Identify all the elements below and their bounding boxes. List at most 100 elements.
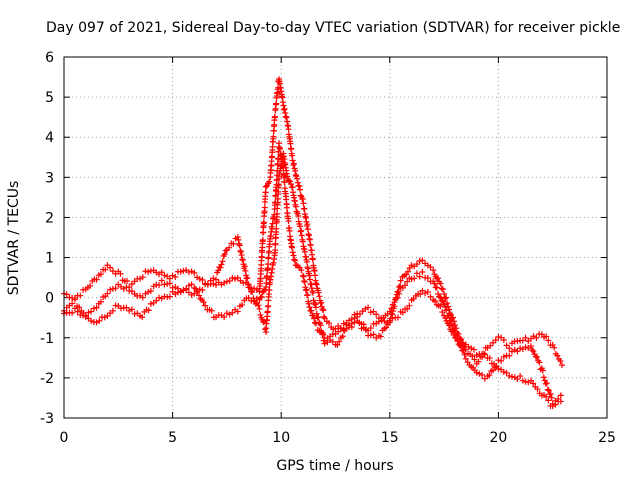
x-tick-label: 5 — [168, 430, 177, 446]
data-point — [506, 372, 513, 379]
data-point — [316, 293, 323, 300]
data-point — [437, 294, 444, 301]
data-point — [340, 326, 347, 333]
data-point — [312, 304, 319, 311]
data-point — [337, 325, 344, 332]
data-point — [139, 314, 146, 321]
data-point — [71, 296, 78, 303]
data-point — [238, 252, 245, 259]
data-point — [473, 369, 480, 376]
data-point — [242, 267, 249, 274]
data-point — [498, 357, 505, 364]
data-point — [261, 286, 268, 293]
data-point — [427, 293, 434, 300]
y-axis-label: SDTVAR / TECUs — [6, 181, 22, 296]
x-tick-label: 10 — [272, 430, 290, 446]
data-point — [249, 289, 256, 296]
data-point — [294, 175, 301, 182]
data-point — [272, 193, 279, 200]
data-point — [137, 275, 144, 282]
data-point — [548, 394, 555, 401]
data-point — [180, 267, 187, 274]
data-point — [245, 295, 252, 302]
data-point — [320, 307, 327, 314]
data-point — [217, 264, 224, 271]
data-point — [436, 293, 443, 300]
data-point — [294, 179, 301, 186]
y-tick-label: 0 — [45, 291, 54, 307]
data-point — [491, 361, 498, 368]
data-point — [210, 275, 217, 282]
data-point — [221, 279, 228, 286]
data-point — [76, 304, 83, 311]
data-point — [267, 276, 274, 283]
data-point — [500, 336, 507, 343]
data-point — [309, 256, 316, 263]
data-point — [123, 304, 130, 311]
data-point — [310, 312, 317, 319]
data-point — [419, 269, 426, 276]
y-tick-label: 5 — [45, 90, 54, 106]
data-point — [239, 257, 246, 264]
data-point — [241, 263, 248, 270]
data-point — [321, 315, 328, 322]
data-point — [303, 286, 310, 293]
data-point — [433, 284, 440, 291]
data-point — [194, 288, 201, 295]
x-axis-label: GPS time / hours — [276, 458, 393, 474]
data-point — [301, 205, 308, 212]
data-point — [145, 268, 152, 275]
data-point — [495, 357, 502, 364]
data-point — [554, 352, 561, 359]
data-point — [269, 220, 276, 227]
data-point — [185, 269, 192, 276]
data-point — [455, 330, 462, 337]
data-point — [253, 295, 260, 302]
data-point — [63, 291, 70, 298]
data-point — [503, 369, 510, 376]
data-point — [262, 326, 269, 333]
data-point — [552, 401, 559, 408]
data-point — [280, 106, 287, 113]
data-point — [264, 273, 271, 280]
data-point — [527, 343, 534, 350]
data-point — [444, 300, 451, 307]
data-point — [104, 312, 111, 319]
data-point — [311, 315, 318, 322]
data-point — [479, 354, 486, 361]
data-point — [506, 352, 513, 359]
data-point — [362, 305, 369, 312]
data-point — [259, 237, 266, 244]
data-point — [298, 267, 305, 274]
data-point — [320, 313, 327, 320]
data-point — [296, 223, 303, 230]
data-point — [93, 304, 100, 311]
data-point — [246, 284, 253, 291]
data-point — [128, 281, 135, 288]
data-point — [517, 373, 524, 380]
data-point — [274, 210, 281, 217]
data-point — [321, 334, 328, 341]
marks-layer — [61, 76, 566, 410]
data-point — [517, 345, 524, 352]
data-point — [419, 257, 426, 264]
data-point — [543, 380, 550, 387]
data-point — [188, 291, 195, 298]
data-point — [367, 332, 374, 339]
data-point — [139, 294, 146, 301]
x-tick-label: 25 — [598, 430, 616, 446]
data-point — [218, 261, 225, 268]
data-point — [289, 157, 296, 164]
data-point — [230, 240, 237, 247]
data-point — [156, 282, 163, 289]
data-point — [295, 212, 302, 219]
data-point — [391, 299, 398, 306]
data-point — [315, 289, 322, 296]
data-point — [408, 275, 415, 282]
data-point — [147, 300, 154, 307]
data-point — [236, 240, 243, 247]
data-point — [283, 204, 290, 211]
y-tick-label: -2 — [40, 371, 54, 387]
data-point — [312, 272, 319, 279]
